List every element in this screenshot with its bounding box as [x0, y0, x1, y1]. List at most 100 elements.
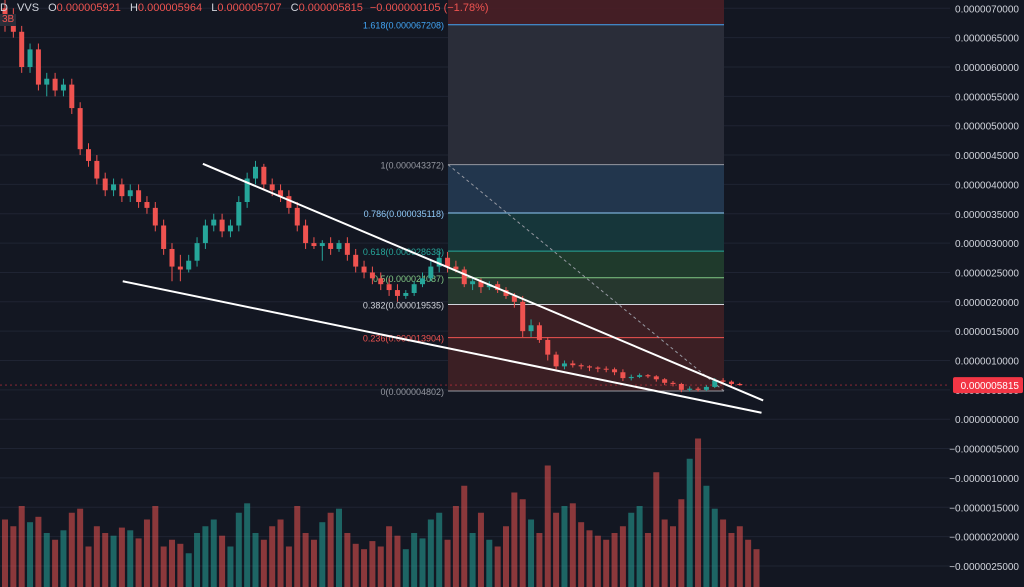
- candle-body: [595, 367, 601, 369]
- candle-body: [637, 375, 643, 377]
- volume-bar: [452, 506, 459, 587]
- volume-bar: [135, 538, 142, 587]
- candle-body: [86, 149, 91, 161]
- volume-bar: [2, 519, 8, 587]
- candle-body: [628, 376, 634, 379]
- price-axis-label: 0.0000000000: [955, 415, 1019, 426]
- symbol-partial: D: [0, 2, 8, 14]
- candle-body: [378, 278, 384, 285]
- volume-bar: [160, 546, 167, 587]
- candle-body: [478, 281, 484, 288]
- fib-level-label: 1.618(0.000067208): [363, 21, 444, 31]
- fib-level-label: 0(0.000004802): [380, 387, 444, 397]
- candle-body: [269, 184, 275, 191]
- candle-body: [653, 376, 659, 380]
- volume-bar: [361, 549, 368, 587]
- fib-zone: [448, 213, 724, 252]
- candle-body: [194, 243, 200, 261]
- volume-bar: [578, 522, 585, 587]
- candle-body: [52, 78, 58, 91]
- volume-bar: [110, 535, 117, 587]
- volume-bar: [503, 526, 509, 587]
- volume-bar: [461, 485, 468, 587]
- fib-zone: [448, 24, 724, 165]
- candle-body: [19, 31, 25, 68]
- price-axis-label: −0.0000025000: [949, 562, 1019, 573]
- trendline-upper[interactable]: [202, 162, 764, 402]
- volume-bar: [118, 527, 125, 587]
- price-axis-label: 0.0000055000: [955, 92, 1019, 103]
- candle-body: [136, 190, 142, 203]
- candle-body: [536, 325, 542, 340]
- volume-bar: [269, 526, 276, 587]
- volume-bar: [402, 549, 409, 587]
- price-axis-bg: [950, 0, 1024, 587]
- candle-body: [503, 290, 509, 296]
- volume-bar: [619, 526, 626, 587]
- volume-bar: [68, 512, 75, 587]
- volume-bar: [594, 535, 601, 587]
- candle-body: [102, 178, 108, 191]
- volume-bar: [586, 530, 593, 587]
- candle-body: [227, 225, 233, 232]
- candle-body: [470, 281, 476, 285]
- volume-bar: [477, 512, 484, 587]
- volume-bar: [745, 539, 752, 587]
- volume-bar: [143, 519, 150, 587]
- candle-body: [386, 284, 392, 291]
- volume-badge: 3B: [0, 14, 17, 26]
- fib-zone: [448, 164, 724, 214]
- volume-bar: [695, 438, 702, 587]
- volume-bar: [686, 458, 693, 587]
- price-axis-label: 0.0000030000: [955, 239, 1019, 250]
- candle-body: [286, 196, 292, 208]
- candle-body: [27, 49, 33, 67]
- volume-bar: [336, 508, 342, 587]
- candle-body: [253, 166, 258, 179]
- candle-body: [144, 202, 150, 208]
- volume-bar: [678, 499, 685, 587]
- volume-bar: [711, 508, 718, 587]
- volume-bar: [93, 526, 100, 587]
- close-key: C: [290, 2, 299, 14]
- candle-body: [453, 266, 459, 270]
- candle-body: [712, 380, 718, 387]
- candle-body: [645, 375, 651, 377]
- low-value: 0.000005707: [217, 2, 282, 14]
- volume-bar: [736, 526, 743, 587]
- volume-bar: [310, 539, 317, 587]
- candle-body: [186, 260, 192, 270]
- symbol-label[interactable]: VVS: [17, 2, 40, 14]
- volume-bar: [444, 539, 451, 587]
- open-key: O: [48, 2, 57, 14]
- candle-body: [687, 388, 693, 390]
- volume-bar: [227, 546, 234, 587]
- volume-bar: [411, 533, 418, 587]
- volume-bar: [419, 538, 426, 587]
- candle-body: [111, 184, 117, 191]
- candle-body: [403, 292, 409, 296]
- candle-body: [695, 388, 701, 390]
- trendline-lower[interactable]: [122, 280, 762, 414]
- price-axis-label: −0.0000015000: [949, 503, 1019, 514]
- candle-body: [394, 290, 400, 296]
- price-axis-label: 0.0000015000: [955, 327, 1019, 338]
- volume-bar: [235, 512, 242, 587]
- price-axis-label: 0.0000010000: [955, 357, 1019, 368]
- candle-body: [152, 207, 158, 226]
- volume-bar: [210, 519, 217, 587]
- candle-body: [69, 84, 75, 109]
- price-axis-label: 0.0000050000: [955, 122, 1019, 133]
- volume-bar: [185, 553, 192, 587]
- volume-bar: [302, 533, 309, 587]
- fib-level-label: 0.382(0.000019535): [363, 301, 444, 311]
- volume-bar: [519, 499, 526, 587]
- volume-bar: [703, 485, 710, 587]
- candle-body: [670, 382, 676, 384]
- candle-body: [570, 363, 576, 366]
- volume-bar: [27, 522, 34, 587]
- volume-bar: [720, 519, 727, 587]
- volume-bar: [152, 506, 159, 587]
- price-axis-label: 0.0000060000: [955, 63, 1019, 74]
